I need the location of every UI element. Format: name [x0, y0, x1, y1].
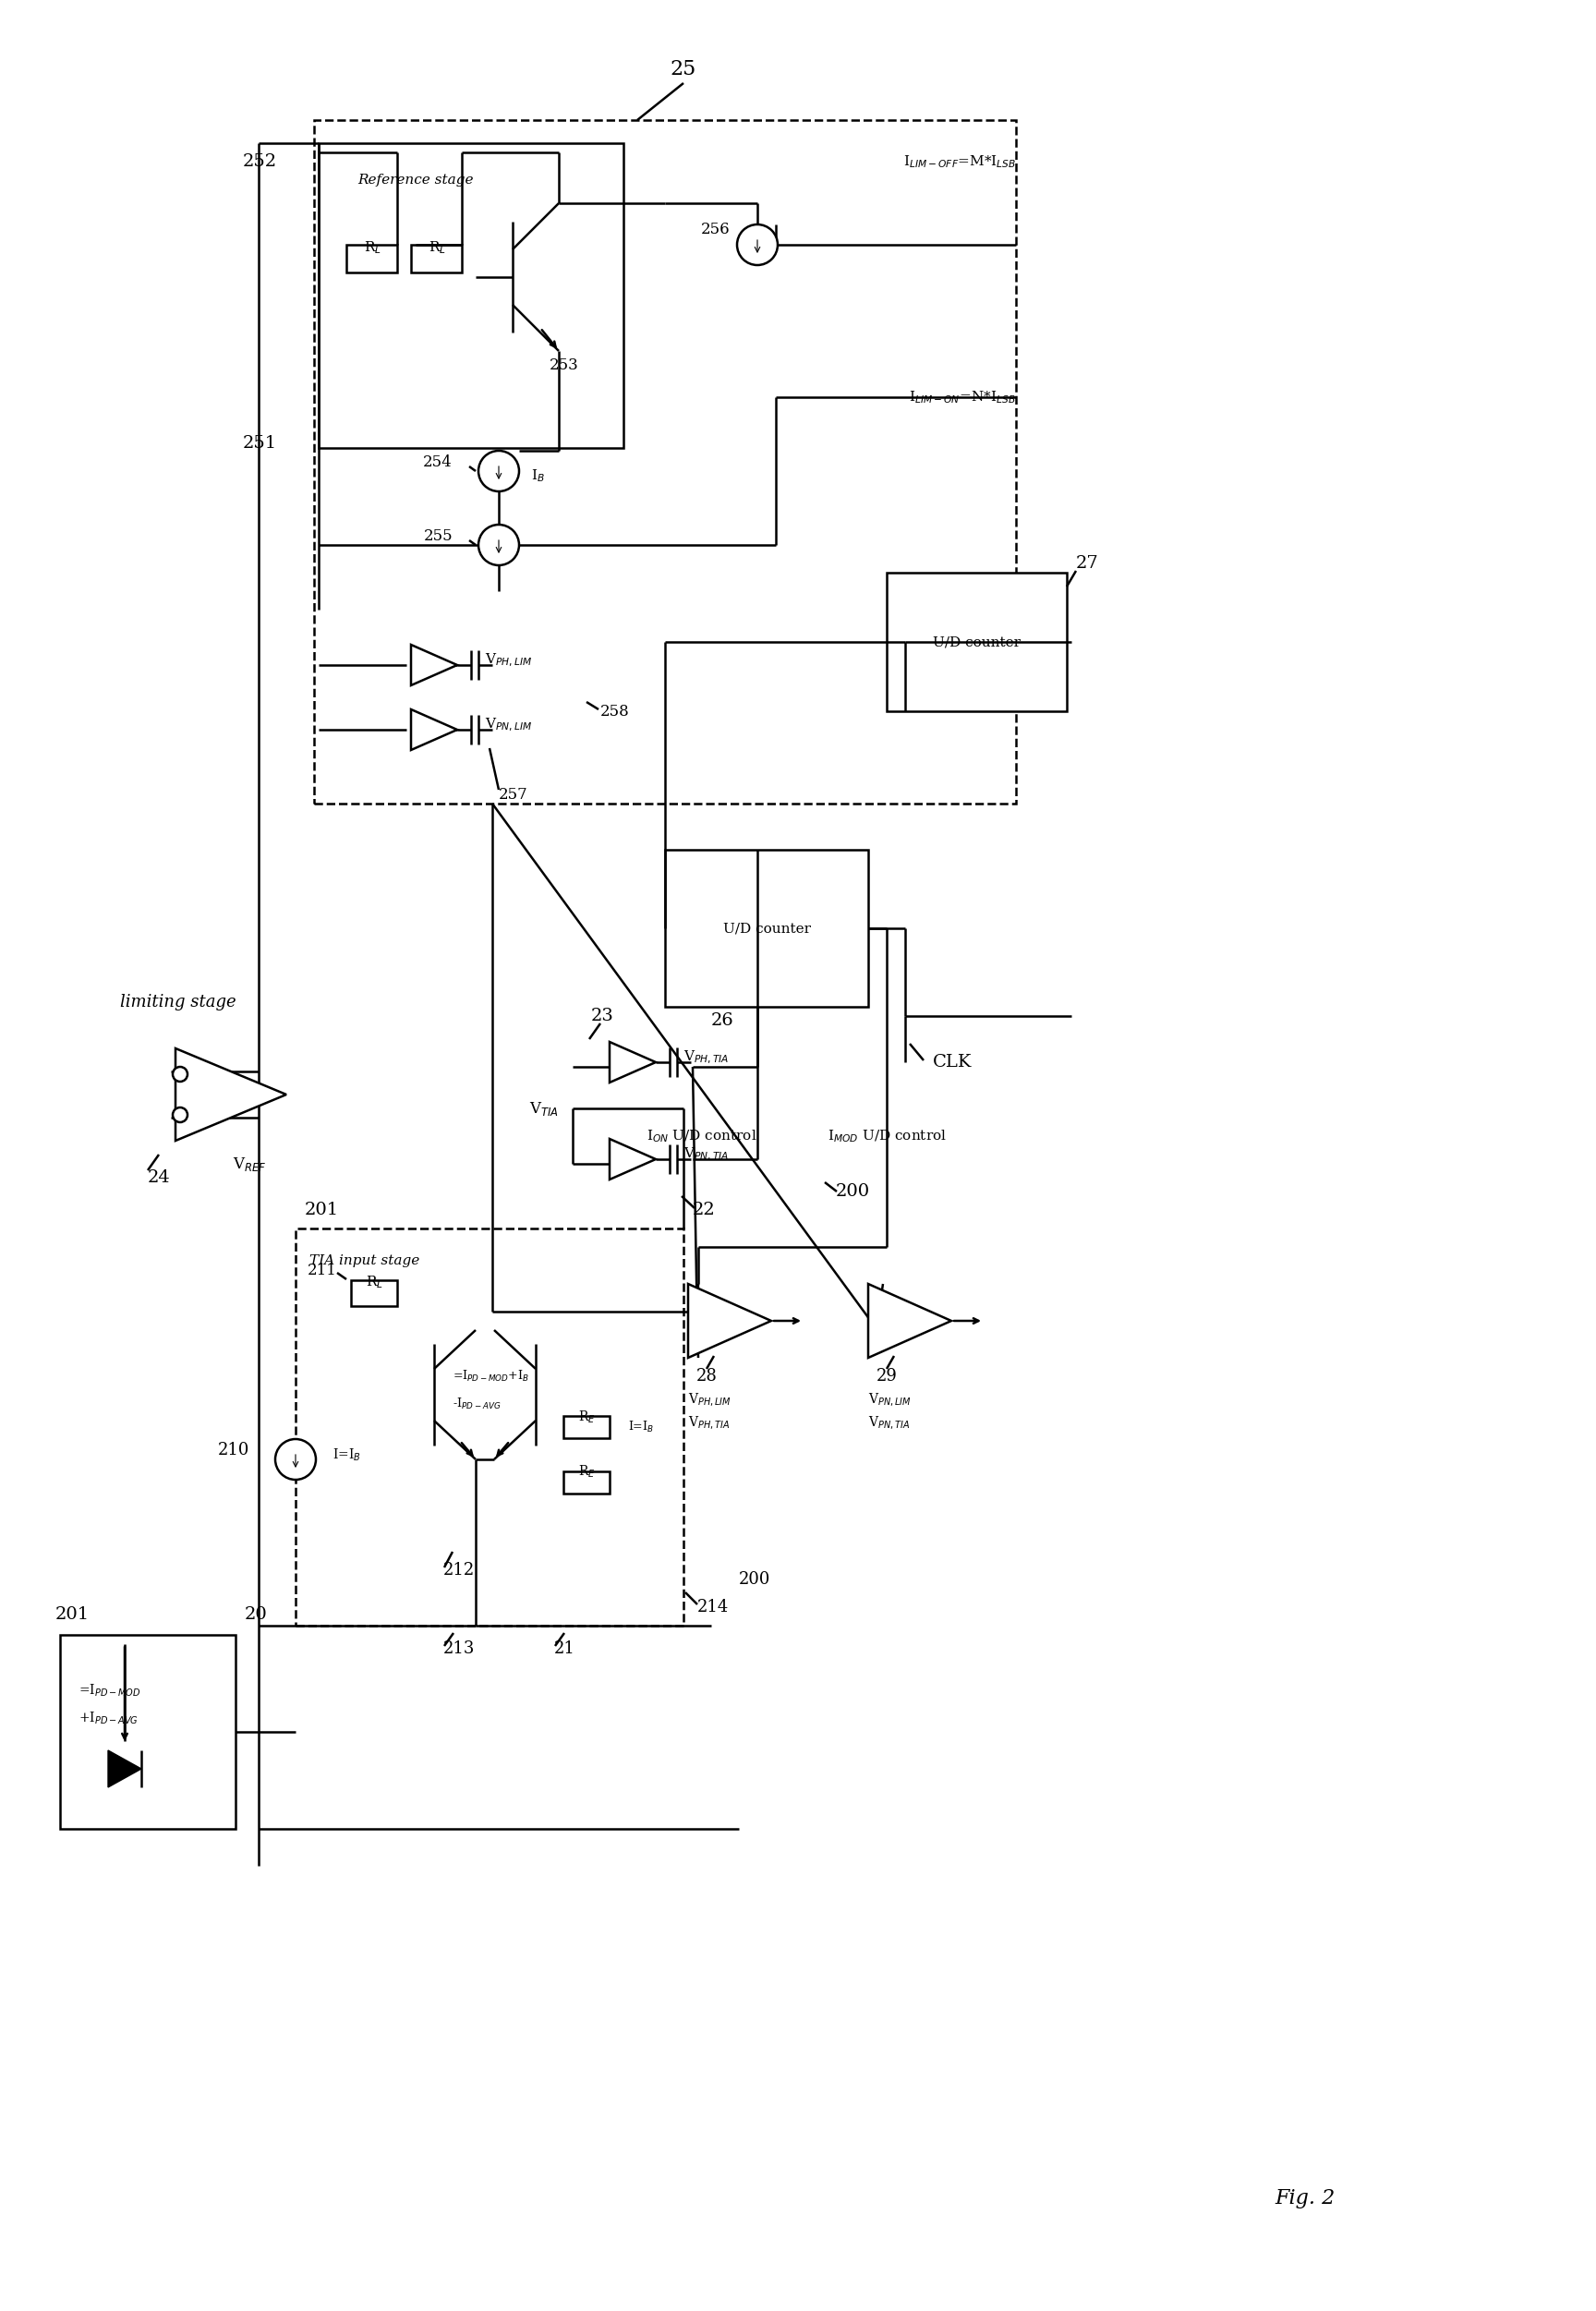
Text: V$_{TIA}$: V$_{TIA}$: [530, 1100, 559, 1116]
Bar: [319, 143, 624, 448]
Polygon shape: [412, 709, 456, 751]
Bar: [295, 1229, 683, 1625]
Text: 255: 255: [423, 527, 453, 543]
Polygon shape: [688, 1285, 771, 1359]
Circle shape: [172, 1068, 187, 1082]
Text: 26: 26: [712, 1012, 734, 1028]
Circle shape: [479, 525, 519, 566]
Text: -I$_{PD-AVG}$: -I$_{PD-AVG}$: [453, 1396, 501, 1412]
Polygon shape: [412, 645, 456, 686]
Text: TIA input stage: TIA input stage: [310, 1255, 420, 1266]
Bar: [412, 245, 461, 273]
Text: R$_L$: R$_L$: [364, 240, 381, 257]
Text: 27: 27: [1076, 555, 1100, 571]
Text: R$_E$: R$_E$: [578, 1410, 595, 1426]
Text: =I$_{PD-MOD}$: =I$_{PD-MOD}$: [78, 1682, 140, 1699]
Text: =I$_{PD-MOD}$+I$_B$: =I$_{PD-MOD}$+I$_B$: [453, 1368, 528, 1384]
Text: 252: 252: [243, 153, 278, 171]
Text: U/D counter: U/D counter: [932, 636, 1020, 649]
Circle shape: [479, 451, 519, 492]
Text: V$_{PH,TIA}$: V$_{PH,TIA}$: [683, 1049, 729, 1065]
Text: 201: 201: [56, 1606, 89, 1622]
Text: 28: 28: [696, 1368, 717, 1384]
Text: I$_{LIM-ON}$=N*I$_{LSB}$: I$_{LIM-ON}$=N*I$_{LSB}$: [910, 388, 1017, 404]
Text: I$_{MOD}$ U/D control: I$_{MOD}$ U/D control: [827, 1128, 946, 1144]
Text: 25: 25: [670, 60, 696, 79]
Text: V$_{REF}$: V$_{REF}$: [233, 1156, 267, 1172]
Text: I=I$_B$: I=I$_B$: [332, 1447, 361, 1463]
Text: 256: 256: [701, 222, 729, 238]
Text: 20: 20: [244, 1606, 268, 1622]
Text: 210: 210: [217, 1442, 249, 1458]
Text: 257: 257: [500, 786, 528, 802]
Bar: [887, 573, 1066, 712]
Text: R$_L$: R$_L$: [428, 240, 445, 257]
Text: 212: 212: [444, 1562, 476, 1578]
Bar: [61, 1634, 236, 1828]
Text: 22: 22: [693, 1202, 715, 1218]
Text: V$_{PN,LIM}$: V$_{PN,LIM}$: [485, 716, 531, 733]
Text: CLK: CLK: [932, 1054, 972, 1070]
Text: 21: 21: [554, 1641, 575, 1657]
Text: I$_B$: I$_B$: [531, 467, 544, 483]
Bar: [346, 245, 397, 273]
Text: limiting stage: limiting stage: [120, 994, 236, 1010]
Text: Reference stage: Reference stage: [358, 173, 474, 187]
Text: I$_{LIM-OFF}$=M*I$_{LSB}$: I$_{LIM-OFF}$=M*I$_{LSB}$: [903, 153, 1017, 169]
Circle shape: [737, 224, 777, 266]
Polygon shape: [109, 1749, 142, 1786]
Text: 23: 23: [591, 1008, 614, 1024]
Text: U/D counter: U/D counter: [723, 922, 811, 934]
Text: 251: 251: [243, 434, 278, 451]
Text: 24: 24: [148, 1169, 171, 1186]
Text: 214: 214: [697, 1599, 729, 1615]
Text: 253: 253: [549, 356, 579, 372]
Text: 258: 258: [600, 703, 630, 719]
Bar: [666, 850, 868, 1008]
Text: 200: 200: [836, 1183, 870, 1199]
Text: R$_L$: R$_L$: [365, 1273, 383, 1290]
Bar: [563, 1472, 610, 1493]
Circle shape: [275, 1440, 316, 1479]
Text: V$_{PN,TIA}$: V$_{PN,TIA}$: [683, 1146, 729, 1162]
Text: +I$_{PD-AVG}$: +I$_{PD-AVG}$: [78, 1710, 139, 1726]
Bar: [563, 1417, 610, 1437]
Polygon shape: [868, 1285, 951, 1359]
Text: 254: 254: [423, 453, 453, 469]
Text: V$_{PH,LIM}$: V$_{PH,LIM}$: [485, 652, 531, 668]
Polygon shape: [610, 1139, 656, 1179]
Text: V$_{PN,TIA}$: V$_{PN,TIA}$: [868, 1414, 910, 1431]
Circle shape: [172, 1107, 187, 1123]
Bar: [351, 1280, 397, 1306]
Text: 201: 201: [305, 1202, 338, 1218]
Text: 29: 29: [876, 1368, 897, 1384]
Text: V$_{PH,TIA}$: V$_{PH,TIA}$: [688, 1414, 729, 1431]
Text: 211: 211: [308, 1262, 337, 1278]
Text: V$_{PN,LIM}$: V$_{PN,LIM}$: [868, 1391, 911, 1407]
Text: 200: 200: [739, 1571, 771, 1588]
Polygon shape: [610, 1042, 656, 1082]
Text: Fig. 2: Fig. 2: [1275, 2189, 1334, 2209]
Bar: [314, 120, 1017, 804]
Polygon shape: [176, 1049, 286, 1142]
Text: R$_E$: R$_E$: [578, 1463, 595, 1479]
Text: I=I$_B$: I=I$_B$: [629, 1419, 654, 1435]
Text: V$_{PH,LIM}$: V$_{PH,LIM}$: [688, 1391, 731, 1407]
Text: I$_{ON}$ U/D control: I$_{ON}$ U/D control: [646, 1128, 757, 1144]
Text: 213: 213: [444, 1641, 476, 1657]
